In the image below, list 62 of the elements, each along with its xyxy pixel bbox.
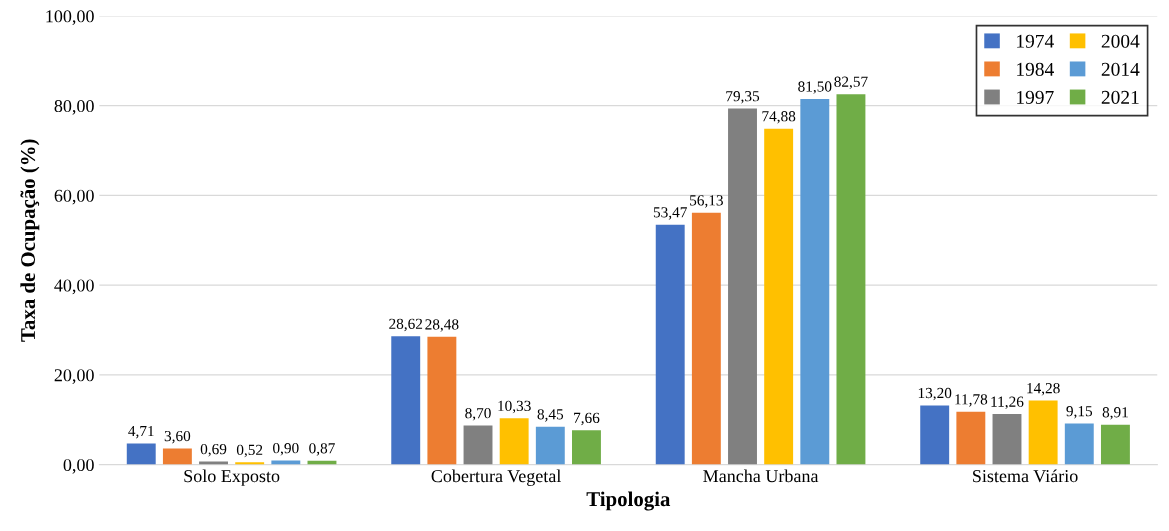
bar (920, 405, 950, 465)
legend-label: 2004 (1101, 34, 1140, 48)
data-label: 74,88 (762, 111, 796, 124)
data-label: 28,62 (389, 318, 423, 332)
x-tick-label: Cobertura Vegetal (431, 469, 561, 486)
bar (800, 98, 830, 465)
bar (1064, 423, 1094, 465)
legend-label: 2021 (1101, 90, 1139, 104)
x-tick-label: Mancha Urbana (703, 469, 819, 483)
bar (1100, 424, 1130, 465)
bar (691, 212, 721, 465)
bar (572, 430, 601, 465)
data-label: 0,90 (273, 443, 299, 456)
y-tick-label: 80,00 (54, 99, 94, 115)
bar (728, 108, 757, 465)
data-label: 79,35 (726, 91, 760, 104)
data-label: 56,13 (690, 195, 723, 208)
data-label: 82,57 (834, 76, 868, 90)
bar (992, 414, 1022, 465)
legend-label: 1984 (1017, 62, 1054, 76)
bar (655, 224, 685, 465)
y-tick-label: 60,00 (54, 189, 94, 205)
data-label: 8,45 (537, 409, 564, 422)
data-label: 8,91 (1102, 407, 1128, 420)
data-label: 0,87 (309, 443, 335, 456)
bar (126, 443, 156, 465)
bar (764, 128, 794, 465)
data-label: 0,52 (236, 444, 263, 458)
data-label: 9,15 (1066, 406, 1093, 419)
bar (162, 448, 192, 465)
data-label: 28,48 (425, 319, 459, 332)
bar (535, 426, 565, 465)
bar (836, 94, 866, 465)
legend-label: 1974 (1017, 34, 1054, 48)
data-label: 8,70 (465, 408, 491, 421)
bar (956, 411, 986, 465)
y-axis-title: Taxa de Ocupação (%) (20, 139, 40, 342)
y-tick-label: 0,00 (63, 458, 94, 474)
x-axis-title: Tipologia (586, 491, 671, 511)
y-tick-label: 20,00 (54, 369, 94, 384)
x-tick-label: Sistema Viário (973, 469, 1078, 483)
data-label: 13,20 (918, 387, 952, 401)
data-label: 53,47 (653, 207, 687, 220)
data-label: 10,33 (498, 400, 531, 414)
data-label: 11,78 (955, 394, 988, 407)
bar (391, 336, 421, 465)
data-label: 7,66 (574, 412, 600, 426)
legend-label: 1997 (1017, 90, 1054, 104)
bar (1028, 400, 1058, 465)
data-label: 0,69 (200, 443, 227, 457)
data-label: 11,26 (991, 396, 1024, 410)
bar (427, 336, 457, 465)
x-tick-label: Solo Exposto (184, 469, 280, 486)
bar (499, 418, 529, 465)
data-label: 81,50 (798, 81, 832, 94)
bar (463, 425, 493, 465)
data-label: 4,71 (128, 425, 154, 439)
y-tick-label: 40,00 (54, 279, 94, 295)
y-tick-label: 100,00 (46, 10, 94, 25)
data-label: 14,28 (1027, 382, 1060, 396)
data-label: 3,60 (164, 430, 191, 444)
legend-label: 2014 (1101, 62, 1140, 76)
